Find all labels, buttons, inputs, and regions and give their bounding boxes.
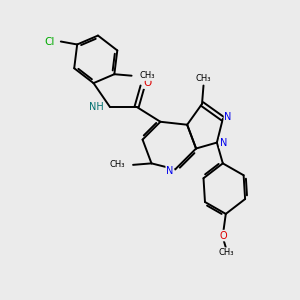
Text: O: O	[219, 231, 226, 241]
Text: CH₃: CH₃	[109, 160, 125, 169]
Text: CH₃: CH₃	[140, 71, 155, 80]
Text: O: O	[144, 78, 152, 88]
Text: N: N	[220, 138, 227, 148]
Text: N: N	[224, 112, 232, 122]
Text: NH: NH	[88, 102, 103, 112]
Text: CH₃: CH₃	[219, 248, 234, 257]
Text: CH₃: CH₃	[196, 74, 211, 83]
Text: N: N	[166, 166, 174, 176]
Text: Cl: Cl	[44, 37, 54, 46]
